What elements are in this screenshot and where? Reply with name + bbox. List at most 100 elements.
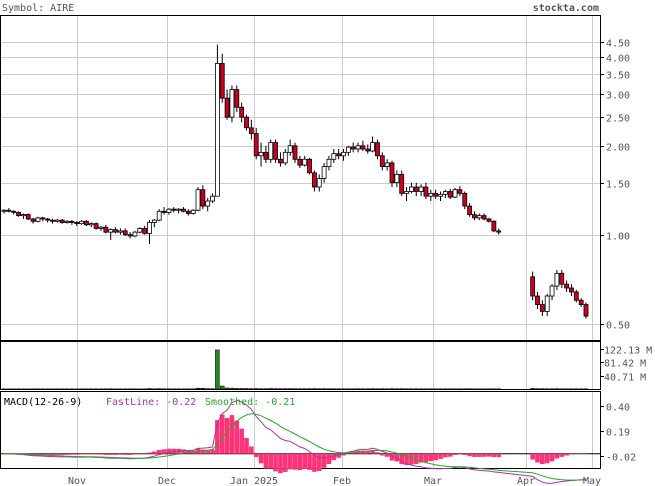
down-candle bbox=[559, 272, 565, 285]
price-panel-frame bbox=[0, 15, 601, 341]
down-candle bbox=[69, 220, 75, 223]
up-candle bbox=[156, 210, 162, 221]
down-candle bbox=[74, 222, 80, 225]
macd-histogram-bar bbox=[127, 453, 133, 455]
volume-bar bbox=[93, 388, 99, 390]
down-candle bbox=[93, 223, 99, 229]
volume-bar bbox=[234, 388, 240, 390]
volume-bar bbox=[220, 385, 225, 390]
macd-histogram-bar bbox=[530, 453, 535, 460]
macd-histogram-bar bbox=[331, 453, 337, 461]
macd-histogram-bar bbox=[69, 453, 75, 455]
volume-bar bbox=[312, 388, 317, 390]
up-candle bbox=[147, 222, 152, 234]
down-candle bbox=[496, 230, 502, 233]
volume-bar bbox=[360, 388, 366, 390]
macd-histogram-bar bbox=[152, 451, 157, 454]
macd-histogram-bar bbox=[40, 453, 46, 456]
volume-bar bbox=[292, 388, 298, 390]
volume-bar bbox=[224, 387, 230, 390]
macd-histogram-bar bbox=[181, 449, 186, 454]
macd-histogram-bar bbox=[113, 453, 118, 455]
down-candle bbox=[142, 228, 148, 234]
volume-bar bbox=[132, 388, 138, 390]
time-grid bbox=[77, 16, 593, 468]
up-candle bbox=[229, 89, 235, 118]
macd-histogram-bar bbox=[215, 420, 220, 454]
volume-bar bbox=[35, 388, 41, 390]
down-candle bbox=[185, 210, 191, 214]
down-candle bbox=[423, 186, 429, 197]
macd-histogram-bar bbox=[583, 453, 589, 454]
volume-bar bbox=[544, 388, 550, 390]
volume-bar bbox=[302, 388, 307, 390]
volume-bar bbox=[452, 388, 458, 390]
volume-bar bbox=[79, 388, 84, 390]
down-candle bbox=[350, 146, 356, 150]
volume-bar bbox=[554, 388, 560, 390]
month-label: Nov bbox=[68, 476, 86, 486]
down-candle bbox=[399, 173, 405, 194]
macd-histogram-bar bbox=[186, 450, 191, 454]
down-candle bbox=[457, 189, 463, 194]
volume-bar bbox=[540, 388, 545, 390]
volume-bar bbox=[559, 388, 564, 390]
macd-histogram-bar bbox=[559, 453, 565, 457]
macd-smoothed-line bbox=[4, 413, 587, 481]
down-candle bbox=[239, 106, 245, 118]
macd-histogram-bar bbox=[234, 420, 240, 454]
volume-bar bbox=[26, 388, 31, 390]
macd-histogram-bar bbox=[418, 453, 424, 463]
macd-histogram-bar bbox=[283, 453, 288, 472]
volume-bar bbox=[409, 388, 414, 390]
volume-bar bbox=[156, 388, 162, 390]
down-candle bbox=[122, 230, 128, 236]
up-candle bbox=[20, 214, 26, 217]
macd-histogram-bar bbox=[472, 453, 477, 457]
up-candle bbox=[438, 193, 443, 197]
macd-histogram-bar bbox=[365, 451, 371, 454]
macd-histogram-bar bbox=[302, 453, 307, 470]
volume-bar bbox=[375, 388, 380, 390]
volume-bar bbox=[244, 388, 249, 390]
up-candle bbox=[54, 219, 60, 222]
macd-histogram-bar bbox=[326, 453, 332, 464]
volume-bar bbox=[389, 388, 395, 390]
up-candle bbox=[132, 231, 138, 237]
volume-bar bbox=[186, 388, 191, 390]
volume-bar bbox=[404, 388, 409, 390]
up-candle bbox=[394, 173, 400, 184]
macd-histogram-bar bbox=[404, 453, 409, 466]
macd-histogram-bar bbox=[278, 453, 283, 474]
price-grid bbox=[1, 42, 600, 325]
down-candle bbox=[16, 211, 21, 217]
up-candle bbox=[452, 189, 458, 198]
volume-bar bbox=[127, 388, 133, 390]
macd-histogram-bar bbox=[496, 453, 501, 458]
macd-histogram-bar bbox=[205, 449, 210, 454]
macd-histogram-bar bbox=[574, 453, 579, 455]
price-tick-label: 3.00 bbox=[606, 91, 630, 102]
down-candle bbox=[273, 142, 279, 160]
volume-bar bbox=[307, 388, 312, 390]
down-candle bbox=[59, 219, 65, 223]
volume-bar bbox=[215, 349, 220, 390]
month-label: Dec bbox=[158, 476, 176, 486]
volume-bar bbox=[341, 388, 346, 390]
macd-histogram-bar bbox=[554, 453, 560, 459]
macd-fastline-label: FastLine: -0.22 bbox=[106, 397, 196, 408]
down-candle bbox=[389, 162, 395, 184]
up-candle bbox=[316, 178, 322, 188]
macd-histogram-bar bbox=[210, 449, 215, 454]
up-candle bbox=[302, 158, 308, 166]
volume-bar bbox=[89, 388, 94, 390]
volume-bar bbox=[113, 388, 118, 390]
macd-histogram-bar bbox=[549, 453, 555, 462]
down-candle bbox=[224, 97, 230, 118]
volume-bar bbox=[447, 388, 453, 390]
volume-bar bbox=[171, 388, 176, 390]
down-candle bbox=[360, 145, 366, 150]
volume-bar bbox=[535, 388, 540, 390]
volume-bar bbox=[481, 388, 487, 390]
macd-plot bbox=[1, 400, 600, 484]
